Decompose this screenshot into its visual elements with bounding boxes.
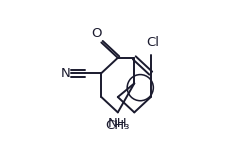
Text: NH: NH <box>108 117 128 131</box>
Text: Cl: Cl <box>146 36 159 49</box>
Text: O: O <box>91 27 102 40</box>
Text: N: N <box>61 67 71 80</box>
Text: CH₃: CH₃ <box>106 119 130 132</box>
